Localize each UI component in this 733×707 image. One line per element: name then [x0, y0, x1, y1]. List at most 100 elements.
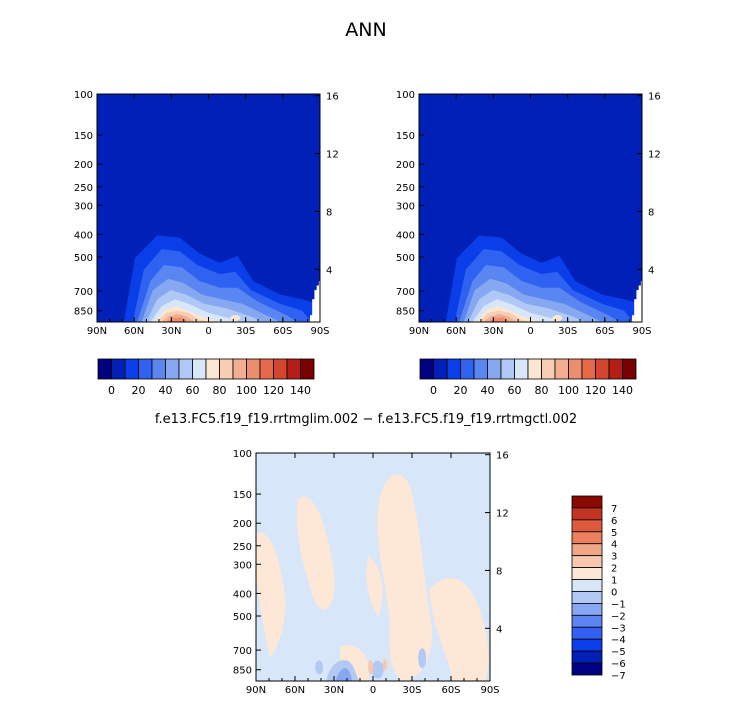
difference-band: [429, 577, 489, 681]
difference-band: [371, 660, 384, 679]
colorbar-label: 140: [612, 384, 633, 397]
terrain-mask: [636, 290, 641, 322]
y-tick-label: 250: [74, 183, 93, 194]
terrain-mask: [631, 315, 636, 322]
colorbar-box: [300, 358, 315, 380]
concentration-band: [230, 315, 241, 321]
terrain-mask: [309, 315, 314, 322]
y-tick-label: 850: [233, 666, 252, 677]
colorbar-box: [151, 358, 166, 380]
y2-tick-label: 4: [648, 265, 654, 276]
x-tick-label: 30N: [483, 326, 503, 337]
y2-tick-label: 8: [648, 207, 654, 218]
colorbar-label: −1: [611, 599, 626, 610]
difference-band: [368, 660, 374, 675]
y-tick-label: 200: [233, 519, 252, 530]
colorbar-label: 60: [186, 384, 200, 397]
colorbar-box: [527, 358, 542, 380]
y-tick-label: 400: [233, 589, 252, 600]
difference-band: [315, 660, 324, 675]
colorbar-box: [571, 591, 603, 604]
x-tick-label: 30S: [402, 685, 421, 696]
colorbar-label: 80: [535, 384, 549, 397]
colorbar-box: [124, 358, 139, 380]
colorbar-box: [554, 358, 569, 380]
colorbar-box: [571, 519, 603, 533]
concentration-band: [552, 315, 563, 321]
colorbar-label: 100: [558, 384, 579, 397]
colorbar-box: [232, 358, 247, 380]
y-tick-label: 100: [74, 90, 93, 101]
colorbar-label: 1: [611, 576, 617, 587]
colorbar-box: [571, 603, 603, 616]
colorbar-label: 120: [263, 384, 284, 397]
x-tick-label: 90S: [632, 326, 651, 337]
x-tick-label: 60N: [124, 326, 144, 337]
x-tick-label: 30N: [161, 326, 181, 337]
colorbar-label: 7: [611, 504, 617, 515]
y-tick-label: 400: [396, 230, 415, 241]
difference-band: [335, 668, 352, 681]
colorbar-box: [165, 358, 180, 380]
colorbar-box: [571, 626, 603, 640]
x-tick-label: 90S: [480, 685, 499, 696]
y2-tick-label: 16: [496, 451, 509, 462]
y2-tick-label: 12: [496, 509, 509, 520]
difference-band: [366, 555, 383, 618]
y-tick-label: 150: [396, 131, 415, 142]
y2-tick-label: 16: [648, 92, 661, 103]
terrain-mask: [640, 280, 645, 322]
colorbar-box: [571, 567, 603, 580]
colorbar-label: 2: [611, 564, 617, 575]
x-tick-label: 60N: [446, 326, 466, 337]
terrain-mask: [634, 299, 638, 322]
colorbar-box: [571, 555, 603, 569]
y-tick-label: 100: [396, 90, 415, 101]
colorbar-box: [581, 358, 596, 380]
colorbar-box: [571, 531, 603, 545]
colorbar-box: [541, 358, 556, 380]
colorbar-box: [568, 358, 583, 380]
colorbar-label: 40: [481, 384, 495, 397]
colorbar-box: [487, 358, 502, 380]
colorbar-label: 0: [430, 384, 437, 397]
y-tick-label: 250: [233, 542, 252, 553]
colorbar-label: −6: [611, 659, 626, 670]
colorbar-label: 60: [508, 384, 522, 397]
y-tick-label: 200: [74, 160, 93, 171]
colorbar-box: [571, 614, 603, 628]
y-tick-label: 150: [233, 490, 252, 501]
y-tick-label: 700: [396, 287, 415, 298]
x-tick-label: 0: [370, 685, 376, 696]
colorbar-box: [608, 358, 623, 380]
colorbar-label: 0: [611, 587, 617, 598]
x-tick-label: 60S: [595, 326, 614, 337]
colorbar-label: −5: [611, 647, 626, 658]
colorbar-box: [571, 638, 603, 652]
y2-tick-label: 16: [326, 92, 339, 103]
colorbar-label: 140: [290, 384, 311, 397]
colorbar-box: [246, 358, 261, 380]
colorbar-box: [259, 358, 274, 380]
colorbar-box: [273, 358, 288, 380]
colorbar-label: 4: [611, 540, 617, 551]
y-tick-label: 700: [74, 287, 93, 298]
difference-band: [377, 474, 433, 681]
figure-title: ANN: [345, 19, 386, 41]
colorbar-box: [219, 358, 234, 380]
y-tick-label: 100: [233, 449, 252, 460]
colorbar-label: 20: [454, 384, 468, 397]
y-tick-label: 500: [74, 253, 93, 264]
colorbar-label: 0: [108, 384, 115, 397]
y-tick-label: 150: [74, 131, 93, 142]
colorbar-box: [514, 358, 529, 380]
y-tick-label: 850: [74, 307, 93, 318]
colorbar-box: [446, 358, 461, 380]
colorbar-label: 6: [611, 516, 617, 527]
colorbar-box: [97, 358, 112, 380]
colorbar-label: 80: [213, 384, 227, 397]
x-tick-label: 90N: [246, 685, 266, 696]
